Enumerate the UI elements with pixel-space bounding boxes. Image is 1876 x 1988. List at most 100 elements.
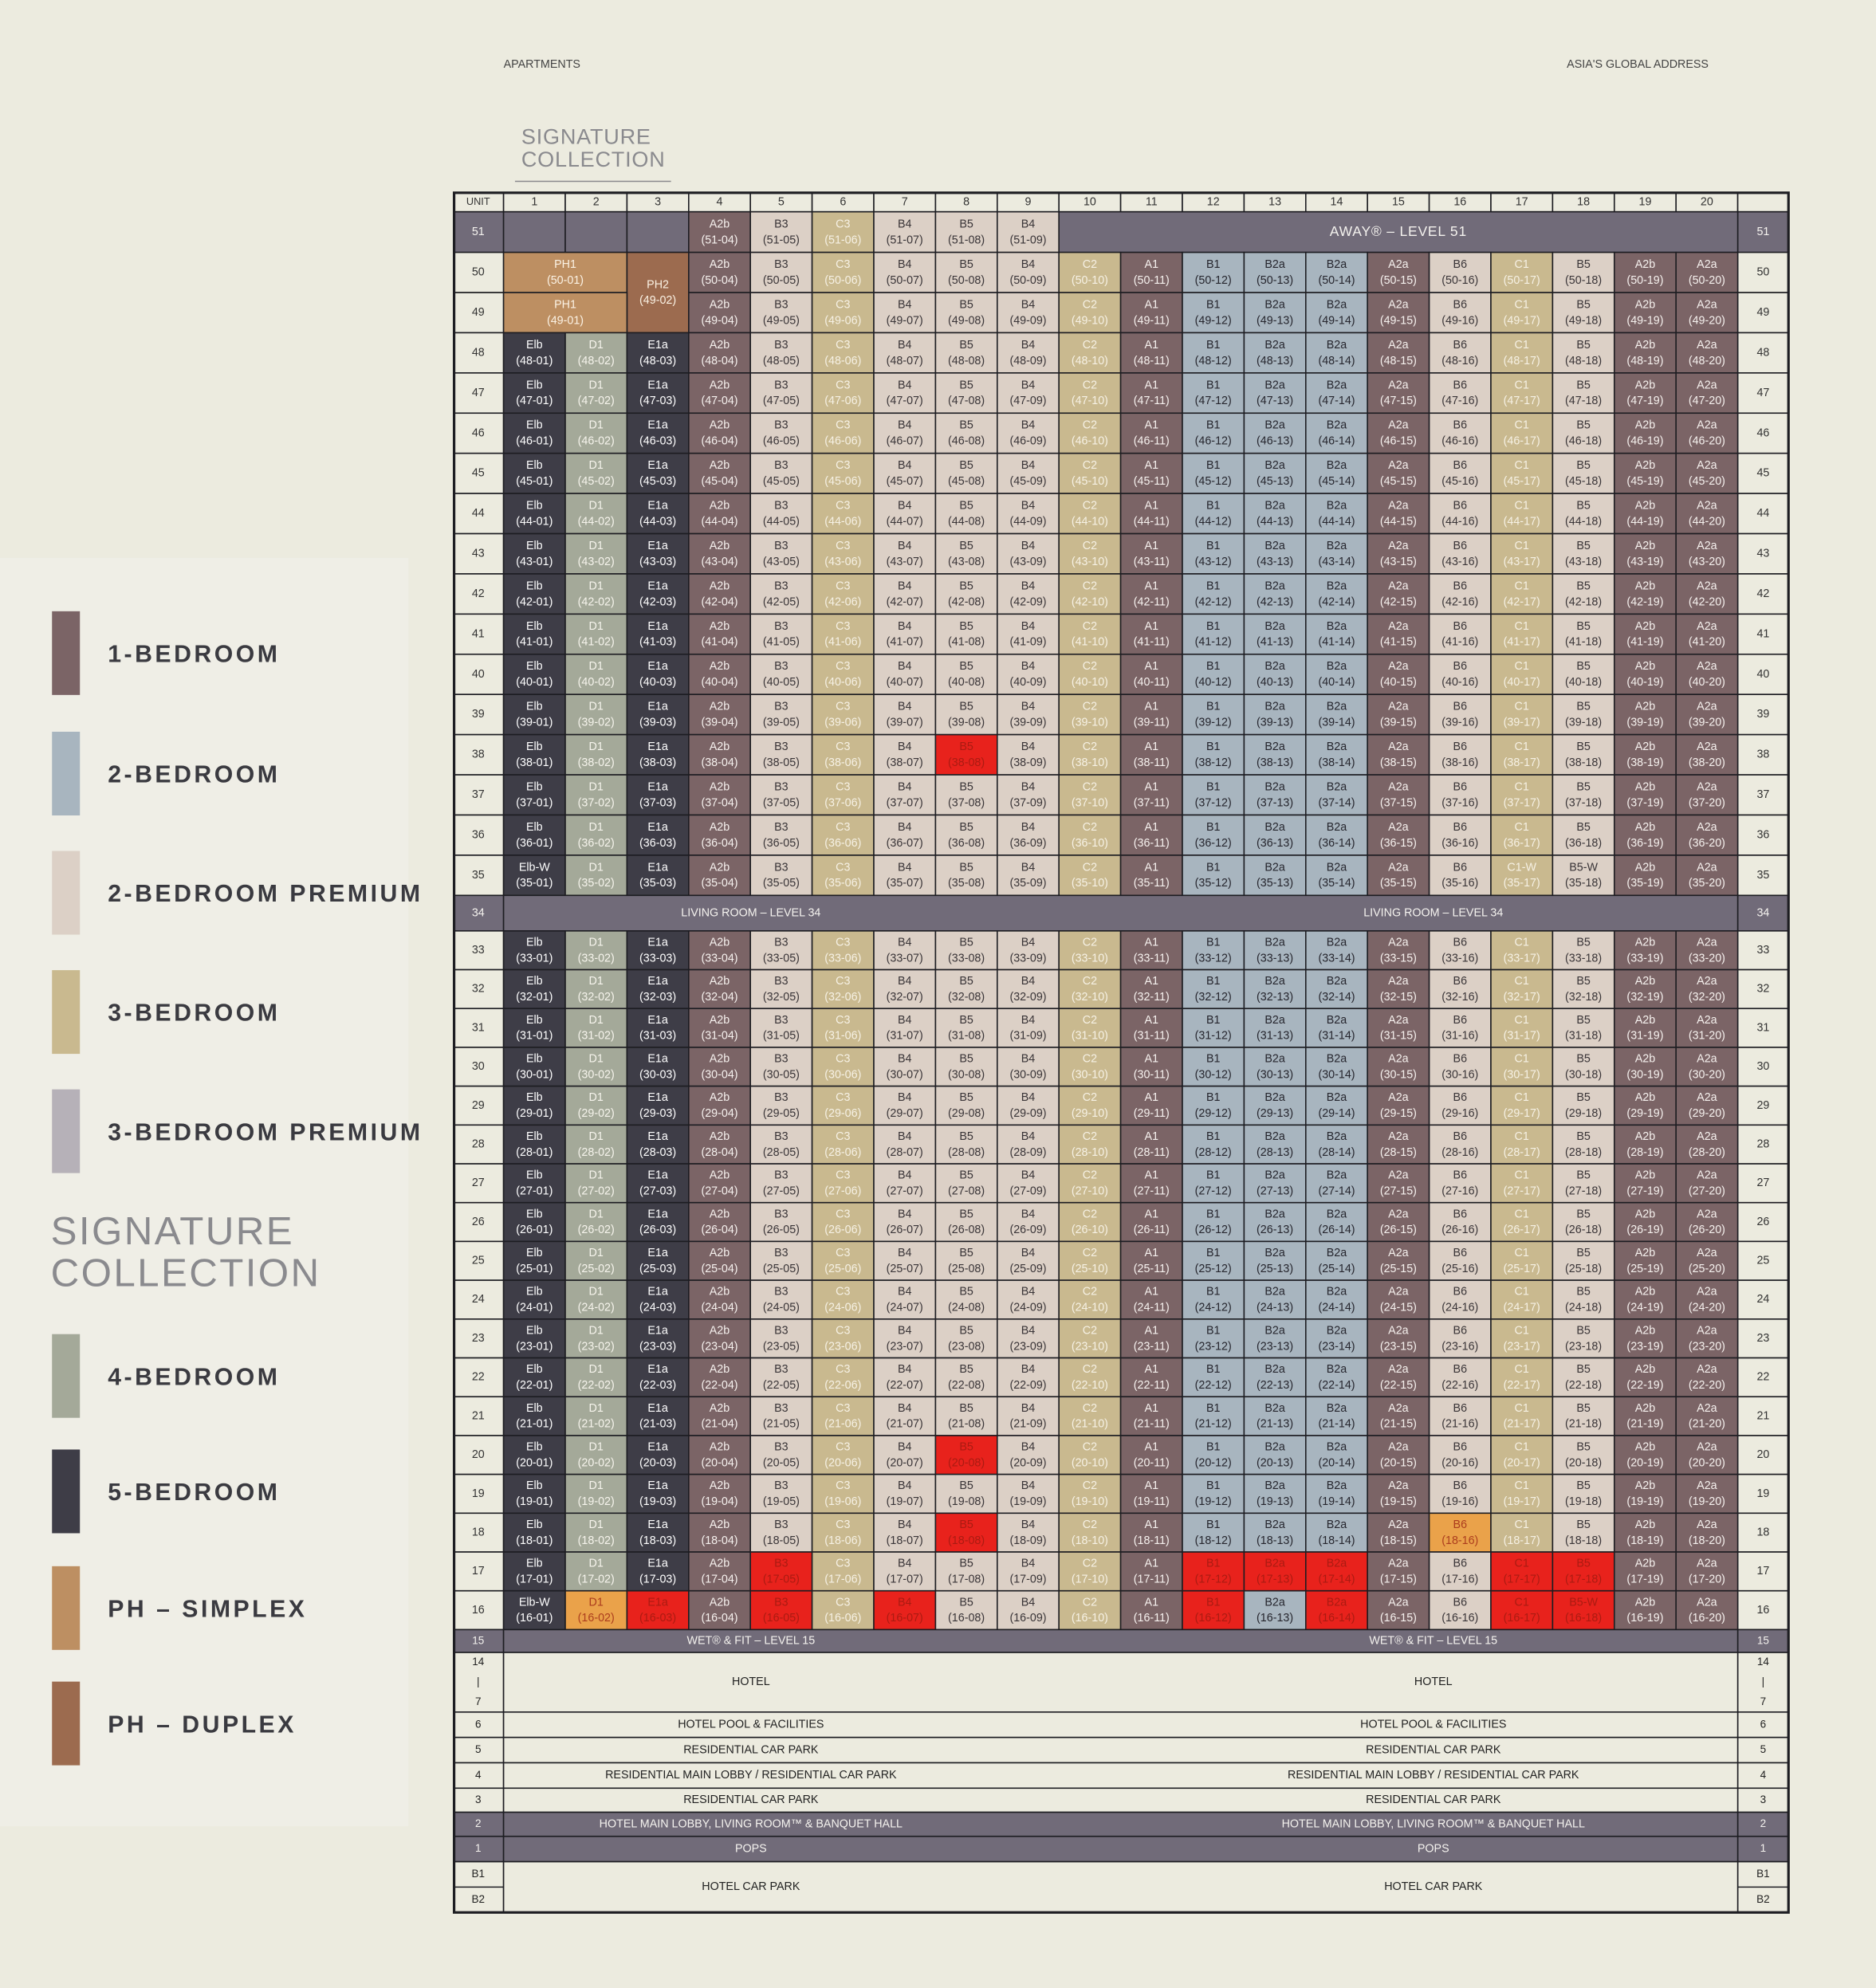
unit-type: A1 — [1145, 1130, 1159, 1143]
unit-code: (23-01) — [516, 1340, 553, 1353]
floor-label: 34 — [1756, 906, 1769, 919]
unit-type: D1 — [589, 1130, 604, 1143]
unit-code: (23-19) — [1626, 1340, 1663, 1353]
unit-code: (46-09) — [1009, 435, 1046, 448]
unit-type: B1 — [1206, 821, 1221, 834]
unit-code: (37-07) — [887, 796, 923, 809]
unit-code: (46-05) — [763, 435, 800, 448]
unit-code: (36-16) — [1441, 837, 1478, 850]
unit-type: D1 — [589, 1053, 604, 1066]
unit-code: (37-08) — [948, 796, 985, 809]
unit-code: (28-13) — [1257, 1146, 1293, 1159]
unit-cell — [997, 1473, 1060, 1515]
unit-cell — [1675, 1240, 1739, 1281]
unit-code: (17-10) — [1072, 1573, 1108, 1585]
unit-code: (20-04) — [701, 1456, 737, 1469]
unit-cell — [873, 1201, 937, 1243]
unit-cell — [1243, 814, 1307, 856]
unit-code: (47-01) — [516, 395, 553, 407]
unit-cell — [997, 1357, 1060, 1398]
unit-type: B5 — [959, 500, 973, 513]
unit-type: B5 — [1576, 500, 1591, 513]
unit-code: (38-06) — [824, 756, 861, 769]
unit-type: B2a — [1327, 861, 1347, 874]
unit-type: C1 — [1515, 1558, 1529, 1570]
unit-type: C3 — [836, 298, 850, 311]
unit-cell — [1552, 1279, 1615, 1320]
unit-type: E1a — [647, 1596, 667, 1609]
unit-cell — [1182, 1318, 1245, 1359]
unit-code: (21-10) — [1072, 1418, 1108, 1431]
unit-type: Elb — [526, 1169, 543, 1182]
unit-code: (18-07) — [887, 1534, 923, 1547]
unit-code: (23-03) — [639, 1340, 676, 1353]
unit-code: (32-01) — [516, 991, 553, 1004]
unit-type: A2a — [1697, 339, 1717, 352]
unit-type: B5 — [1576, 1441, 1591, 1454]
unit-type: A2a — [1697, 861, 1717, 874]
unit-cell — [934, 930, 998, 971]
unit-type: A2b — [710, 1286, 730, 1298]
unit-code: (33-04) — [701, 952, 737, 965]
unit-code: (29-10) — [1072, 1107, 1108, 1120]
unit-type: C2 — [1083, 741, 1097, 753]
unit-code: (41-11) — [1134, 636, 1170, 649]
unit-code: (33-17) — [1504, 952, 1540, 965]
unit-cell — [873, 653, 937, 695]
unit-type: Elb — [526, 821, 543, 834]
unit-code: (44-10) — [1072, 515, 1108, 528]
unit-cell — [688, 1124, 751, 1165]
unit-type: A2a — [1697, 741, 1717, 753]
unit-cell — [1243, 855, 1307, 897]
unit-cell — [1058, 1589, 1122, 1631]
unit-type: B5 — [959, 1596, 973, 1609]
floor-label: 31 — [1756, 1021, 1769, 1034]
unit-type: B1 — [1206, 339, 1221, 352]
unit-code: (35-10) — [1072, 877, 1108, 890]
unit-cell — [1058, 493, 1122, 535]
legend-label: 3-BEDROOM — [108, 1000, 280, 1027]
unit-cell — [873, 1124, 937, 1165]
unit-code: (44-15) — [1380, 515, 1417, 528]
unit-cell — [626, 1357, 690, 1398]
unit-code: (44-17) — [1504, 515, 1540, 528]
unit-type: D1 — [589, 1479, 604, 1492]
unit-code: (21-12) — [1195, 1418, 1232, 1431]
unit-type: A2b — [710, 258, 730, 271]
unit-cell — [688, 1396, 751, 1436]
unit-code: (43-11) — [1134, 556, 1170, 568]
unit-type: B5 — [959, 1363, 973, 1376]
unit-code: (32-15) — [1380, 991, 1417, 1004]
unit-cell — [873, 1357, 937, 1398]
unit-type: E1a — [647, 975, 667, 988]
unit-cell — [688, 1551, 751, 1592]
unit-code: (37-19) — [1626, 796, 1663, 809]
unit-code: (38-07) — [887, 756, 923, 769]
unit-type: Elb — [526, 936, 543, 949]
unit-type: A1 — [1145, 540, 1159, 552]
unit-cell — [1304, 733, 1368, 776]
unit-code: (49-20) — [1689, 314, 1725, 327]
unit-code: (16-18) — [1565, 1612, 1602, 1625]
unit-type: A1 — [1145, 1169, 1159, 1182]
unit-code: (43-04) — [701, 556, 737, 568]
unit-code: (49-13) — [1257, 314, 1293, 327]
unit-type: B3 — [774, 1519, 789, 1531]
unit-type: C3 — [836, 1441, 850, 1454]
unit-cell — [1675, 292, 1739, 334]
unit-cell — [626, 1279, 690, 1320]
unit-type: C3 — [836, 1053, 850, 1066]
unit-cell — [502, 1008, 566, 1048]
unit-cell — [934, 653, 998, 695]
unit-code: (30-03) — [639, 1068, 676, 1081]
unit-type: A2b — [1635, 936, 1655, 949]
unit-type: A1 — [1145, 1208, 1159, 1220]
unit-code: (46-02) — [578, 435, 615, 448]
unit-code: (26-01) — [516, 1224, 553, 1236]
unit-code: (50-13) — [1257, 274, 1293, 287]
unit-cell — [997, 493, 1060, 535]
unit-code: (28-18) — [1565, 1146, 1602, 1159]
unit-code: (32-20) — [1689, 991, 1725, 1004]
unit-cell — [1243, 292, 1307, 334]
floor-label-cell — [453, 733, 505, 776]
